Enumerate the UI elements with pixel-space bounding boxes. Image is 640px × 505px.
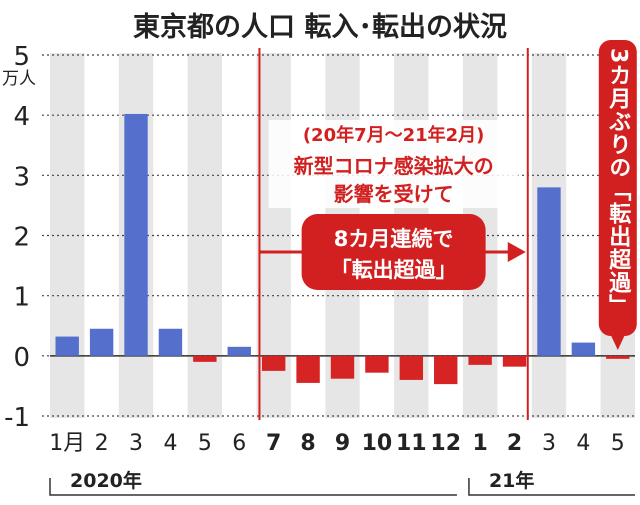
bar [296, 355, 320, 383]
y-tick-label: 3 [13, 162, 30, 192]
bar [606, 355, 630, 359]
bar [468, 355, 492, 365]
chart-title: 東京都の人口 転入･転出の状況 [133, 11, 507, 43]
x-tick-label: 1 [472, 431, 487, 456]
annotation-backdrop [268, 120, 519, 208]
arrow-banner-line1: 8カ月連続で [334, 227, 454, 251]
bar [571, 342, 596, 356]
x-tick-label: 9 [335, 431, 350, 456]
bar [330, 355, 355, 379]
year-label-21: 21年 [489, 469, 534, 492]
y-tick-label: 0 [13, 343, 30, 373]
period-arrow-head [507, 242, 526, 262]
y-tick-label: 4 [13, 102, 30, 132]
x-tick-label: 1月 [49, 431, 85, 456]
callout-box [598, 40, 637, 336]
year-bracket-21 [468, 478, 635, 496]
bar [261, 355, 286, 371]
x-tick-label: 7 [266, 431, 281, 456]
bar [55, 336, 79, 356]
x-tick-label: 11 [396, 431, 427, 456]
x-tick-label: 2 [95, 431, 109, 456]
y-tick-label: 5 [13, 42, 30, 72]
bar [227, 346, 251, 356]
x-tick-label: 3 [129, 431, 143, 456]
bar [193, 355, 217, 362]
x-tick-labels: 1月 2 3 4 5 6 7 8 9 10 11 12 1 2 3 4 5 [49, 431, 625, 456]
y-unit-label: 万人 [2, 69, 36, 89]
callout-text: 3カ月ぶりの「転出超過」 [605, 48, 632, 317]
annotation-period: (20年7月～21年2月) [303, 124, 485, 146]
bar [89, 328, 114, 356]
y-tick-label: 1 [13, 283, 30, 313]
x-tick-label: 5 [611, 431, 625, 456]
year-bracket-2020 [49, 478, 457, 496]
arrow-banner [301, 214, 486, 290]
bar [399, 355, 424, 380]
y-tick-label: 2 [13, 223, 30, 253]
x-tick-label: 3 [542, 431, 556, 456]
bar [434, 355, 458, 385]
x-tick-label: 10 [362, 431, 393, 456]
x-tick-label: 8 [300, 431, 315, 456]
y-tick-labels: 5 4 3 2 1 0 -1 万人 [2, 42, 36, 433]
x-tick-label: 2 [507, 431, 522, 456]
x-tick-label: 12 [430, 431, 461, 456]
x-tick-label: 6 [232, 431, 246, 456]
y-tick-label: -1 [4, 403, 30, 433]
arrow-banner-line2: 「転出超過」 [331, 258, 457, 282]
bars [55, 113, 630, 385]
annotation-cause-line2: 影響を受けて [334, 182, 454, 206]
annotation-cause-line1: 新型コロナ感染拡大の [294, 154, 494, 178]
bar [537, 187, 561, 356]
bar [124, 113, 148, 356]
x-tick-label: 5 [198, 431, 212, 456]
bar [365, 355, 389, 373]
year-label-2020: 2020年 [70, 469, 142, 492]
x-tick-label: 4 [163, 431, 177, 456]
bar [502, 355, 527, 367]
callout-pointer [610, 335, 625, 350]
x-tick-label: 4 [576, 431, 590, 456]
bar [158, 328, 183, 356]
